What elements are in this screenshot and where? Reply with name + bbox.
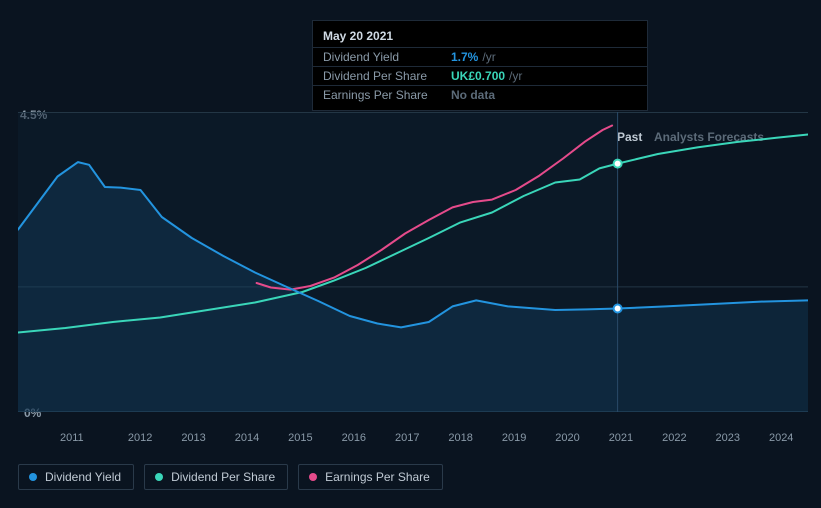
- tooltip-row: Dividend Yield1.7% /yr: [313, 47, 647, 66]
- tooltip-row: Earnings Per ShareNo data: [313, 85, 647, 104]
- tooltip-row-label: Dividend Per Share: [323, 69, 451, 83]
- tooltip-row-label: Dividend Yield: [323, 50, 451, 64]
- x-tick: 2021: [594, 432, 647, 444]
- tooltip-row: Dividend Per ShareUK£0.700/yr: [313, 66, 647, 85]
- legend-item[interactable]: Earnings Per Share: [298, 464, 443, 490]
- legend-label: Dividend Yield: [45, 470, 121, 484]
- x-tick: 2012: [113, 432, 166, 444]
- legend-dot-icon: [309, 473, 317, 481]
- chart-legend: Dividend Yield Dividend Per Share Earnings…: [18, 464, 443, 490]
- legend-dot-icon: [155, 473, 163, 481]
- x-axis: 2011201220132014201520162017201820192020…: [18, 432, 808, 444]
- legend-label: Earnings Per Share: [325, 470, 430, 484]
- tooltip-row-value: No data: [451, 88, 495, 102]
- chart-svg: [18, 112, 808, 412]
- tooltip-row-value: UK£0.700: [451, 69, 505, 83]
- x-tick: 2024: [754, 432, 807, 444]
- x-tick: 2017: [381, 432, 434, 444]
- x-tick: 2013: [167, 432, 220, 444]
- x-tick: 2015: [274, 432, 327, 444]
- tooltip-row-unit: /yr: [482, 50, 495, 64]
- x-tick: 2018: [434, 432, 487, 444]
- x-tick: 2023: [701, 432, 754, 444]
- hover-tooltip: May 20 2021 Dividend Yield1.7%/yrDividen…: [312, 20, 648, 111]
- tooltip-row-unit: /yr: [509, 69, 522, 83]
- tooltip-row-value: 1.7%: [451, 50, 478, 64]
- tooltip-date: May 20 2021: [313, 27, 647, 47]
- legend-item[interactable]: Dividend Per Share: [144, 464, 288, 490]
- x-tick: 2016: [327, 432, 380, 444]
- x-tick: 2014: [220, 432, 273, 444]
- legend-dot-icon: [29, 473, 37, 481]
- x-tick: 2011: [18, 432, 113, 444]
- x-tick: 2022: [648, 432, 701, 444]
- tooltip-row-label: Earnings Per Share: [323, 88, 451, 102]
- legend-item[interactable]: Dividend Yield: [18, 464, 134, 490]
- x-tick: 2020: [541, 432, 594, 444]
- x-tick: 2019: [487, 432, 540, 444]
- chart-plot-area[interactable]: [18, 112, 808, 412]
- legend-label: Dividend Per Share: [171, 470, 275, 484]
